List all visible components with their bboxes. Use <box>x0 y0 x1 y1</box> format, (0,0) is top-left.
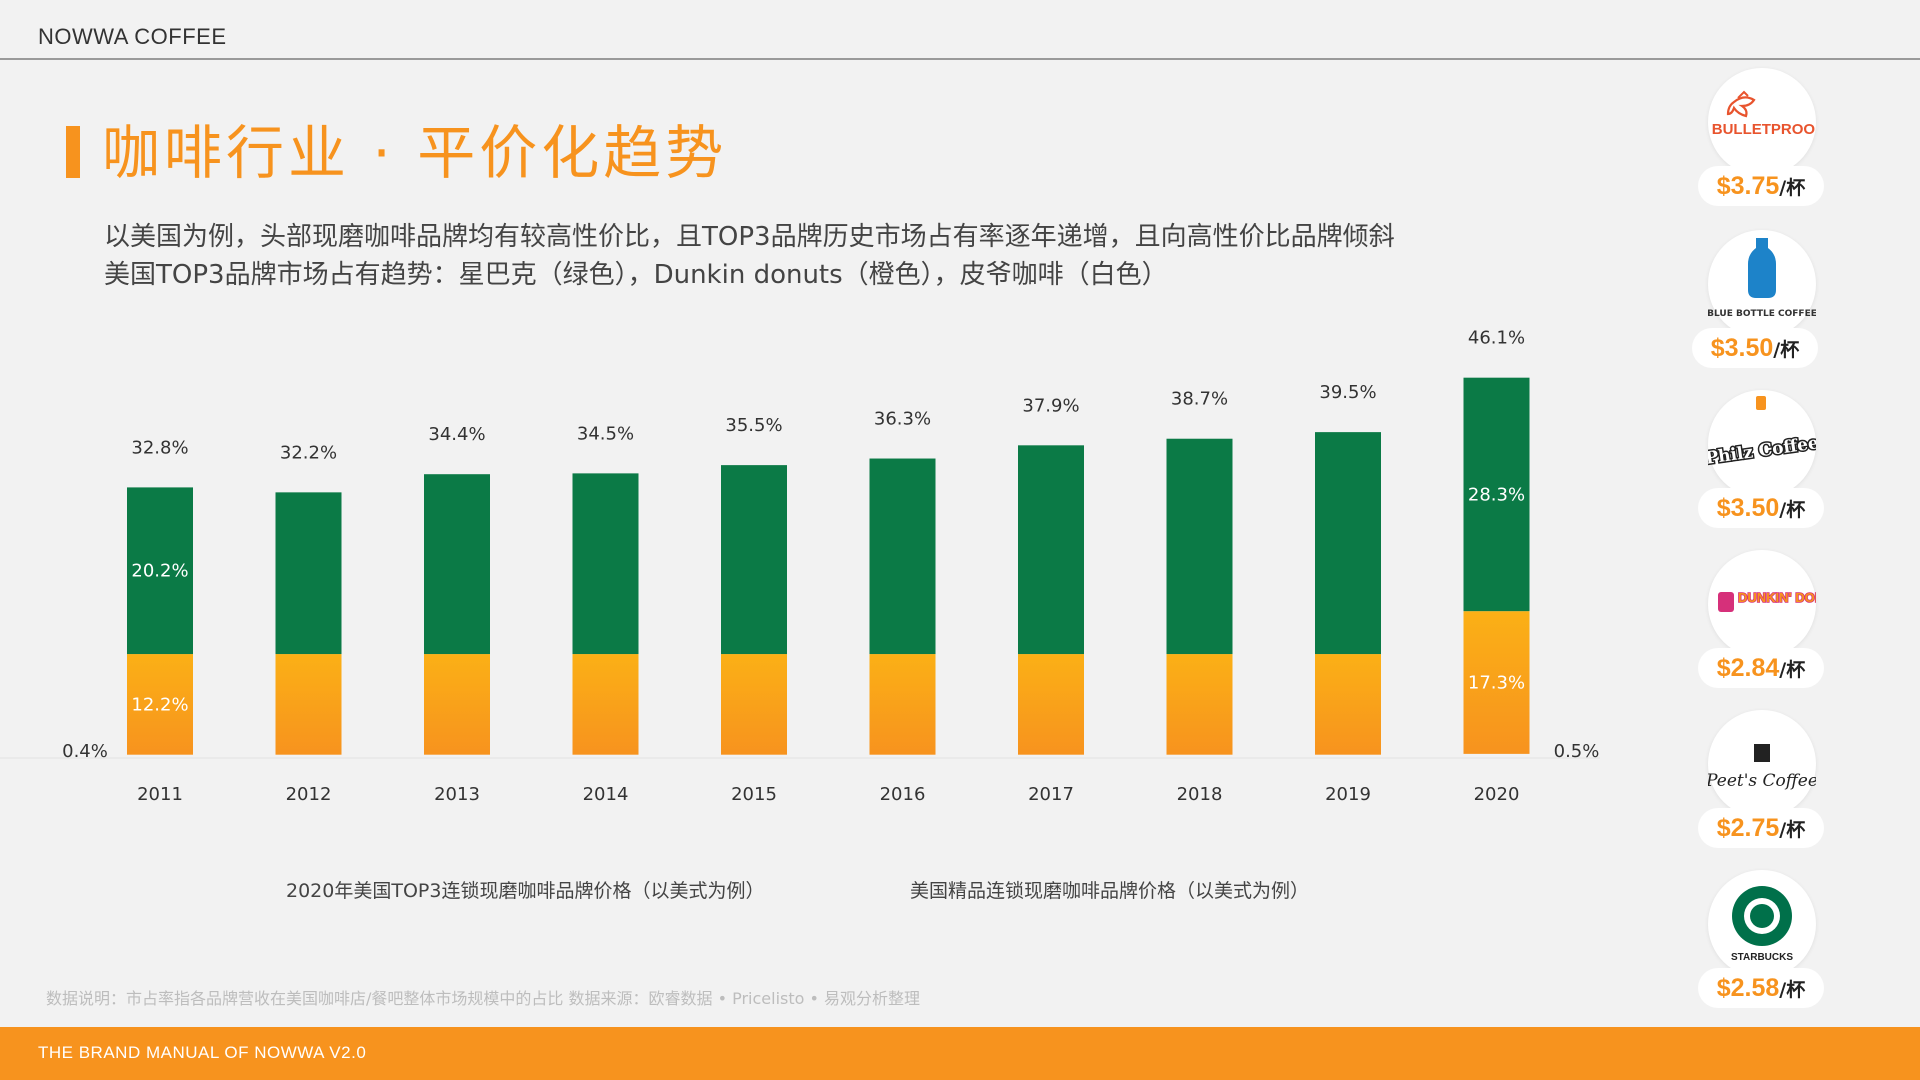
price-unit: /杯 <box>1779 819 1806 841</box>
category-label: 2014 <box>583 784 629 805</box>
bar-segment-label: 17.3% <box>1468 673 1525 694</box>
price-value: $3.75 <box>1716 172 1780 200</box>
blue-bottle-wordmark: BLUE BOTTLE COFFEE <box>1708 309 1816 319</box>
bar-segment-starbucks <box>572 473 639 655</box>
brand-card-bulletproof: BULLETPROOF $3.75/杯 <box>1690 68 1832 218</box>
price-value: $2.75 <box>1716 814 1780 842</box>
category-label: 2012 <box>286 784 332 805</box>
bar-segment-starbucks <box>424 474 490 655</box>
bar-total-label: 34.5% <box>577 423 634 444</box>
bar-segment-starbucks <box>1315 432 1381 655</box>
price-pill-peets: $2.75/杯 <box>1698 808 1824 848</box>
category-label: 2011 <box>137 784 183 805</box>
brand-card-starbucks: STARBUCKS $2.58/杯 <box>1690 870 1832 1020</box>
bar-segment-dunkin <box>127 654 193 755</box>
price-value: $2.84 <box>1716 654 1780 682</box>
bar-segment-label: 20.2% <box>131 561 188 582</box>
bar-segment-dunkin <box>572 654 639 755</box>
peets-logo-icon: Peet's Coffee <box>1708 710 1816 818</box>
bar-total-label: 37.9% <box>1022 395 1079 416</box>
page-title: 咖啡行业 · 平价化趋势 <box>102 119 728 187</box>
starbucks-wordmark: STARBUCKS <box>1731 952 1793 963</box>
bar-segment-dunkin <box>721 654 787 755</box>
brand-card-peets: Peet's Coffee $2.75/杯 <box>1690 710 1832 860</box>
caption-specialty-prices: 美国精品连锁现磨咖啡品牌价格（以美式为例） <box>910 880 1310 902</box>
price-unit: /杯 <box>1779 659 1806 681</box>
bar-segment-dunkin <box>1315 654 1381 755</box>
dunkin-logo-icon: DUNKIN' DONUTS <box>1708 550 1816 658</box>
price-pill-dunkin: $2.84/杯 <box>1698 648 1824 688</box>
bar-total-label: 36.3% <box>874 409 931 430</box>
bar-total-label: 38.7% <box>1171 389 1228 410</box>
price-pill-starbucks: $2.58/杯 <box>1698 968 1824 1008</box>
bar-segment-dunkin <box>1166 654 1233 755</box>
bar-segment-starbucks <box>1166 438 1233 655</box>
bar-segment-starbucks <box>127 487 193 655</box>
bar-segment-label: 28.3% <box>1468 484 1525 505</box>
bulletproof-logo-icon: BULLETPROOF <box>1708 68 1816 176</box>
bar-segment-dunkin <box>869 654 936 755</box>
bar-segment-starbucks <box>721 465 787 655</box>
dunkin-wordmark: DUNKIN' DONUTS <box>1738 590 1816 605</box>
bar-segment-dunkin <box>275 654 342 755</box>
blue-bottle-logo-icon: BLUE BOTTLE COFFEE <box>1708 230 1816 338</box>
category-label: 2016 <box>880 784 926 805</box>
subtitle-line-2: 美国TOP3品牌市场占有趋势：星巴克（绿色），Dunkin donuts（橙色）… <box>104 260 1168 290</box>
price-unit: /杯 <box>1779 499 1806 521</box>
category-label: 2019 <box>1325 784 1371 805</box>
bar-segment-dunkin <box>424 654 490 755</box>
bar-total-label: 39.5% <box>1319 382 1376 403</box>
bar-total-label: 35.5% <box>725 415 782 436</box>
peets-share-label: 0.4% <box>62 741 108 762</box>
data-source-note: 数据说明：市占率指各品牌营收在美国咖啡店/餐吧整体市场规模中的占比 数据来源：欧… <box>46 989 921 1008</box>
price-unit: /杯 <box>1773 339 1800 361</box>
peets-share-label: 0.5% <box>1554 741 1600 762</box>
market-share-bar-chart: 12.2% 20.2% 32.8% 2011 32.2% 2012 34.4% 2013 34.… <box>0 328 1600 805</box>
category-label: 2018 <box>1177 784 1223 805</box>
price-value: $3.50 <box>1716 494 1780 522</box>
price-value: $3.50 <box>1710 334 1774 362</box>
bar-segment-dunkin <box>1463 611 1530 754</box>
category-label: 2013 <box>434 784 480 805</box>
header-divider <box>0 58 1920 60</box>
caption-top3-prices: 2020年美国TOP3连锁现磨咖啡品牌价格（以美式为例） <box>286 880 765 902</box>
brand-card-dunkin: DUNKIN' DONUTS $2.84/杯 <box>1690 550 1832 700</box>
bar-total-label: 46.1% <box>1468 328 1525 349</box>
subtitle-line-1: 以美国为例，头部现磨咖啡品牌均有较高性价比，且TOP3品牌历史市场占有率逐年递增… <box>104 222 1395 252</box>
bar-total-label: 32.8% <box>131 437 188 458</box>
philz-wordmark: Philz Coffee <box>1708 433 1816 469</box>
price-pill-philz: $3.50/杯 <box>1698 488 1824 528</box>
footer-text: THE BRAND MANUAL OF NOWWA V2.0 <box>38 1043 367 1062</box>
title-accent-bar <box>66 126 80 178</box>
price-pill-blue-bottle: $3.50/杯 <box>1692 328 1818 368</box>
starbucks-logo-icon: STARBUCKS <box>1708 870 1816 978</box>
peets-wordmark: Peet's Coffee <box>1708 771 1816 791</box>
brand-name: NOWWA COFFEE <box>38 24 227 49</box>
price-pill-bulletproof: $3.75/杯 <box>1698 166 1824 206</box>
category-label: 2015 <box>731 784 777 805</box>
brand-card-blue-bottle: BLUE BOTTLE COFFEE $3.50/杯 <box>1690 230 1832 380</box>
price-unit: /杯 <box>1779 177 1806 199</box>
bar-total-label: 34.4% <box>428 424 485 445</box>
price-value: $2.58 <box>1716 974 1780 1002</box>
bulletproof-wordmark: BULLETPROOF <box>1712 121 1816 138</box>
bar-segment-dunkin <box>1018 654 1084 755</box>
bar-segment-starbucks <box>1463 377 1530 612</box>
bar-segment-label: 12.2% <box>131 694 188 715</box>
category-label: 2017 <box>1028 784 1074 805</box>
bar-total-label: 32.2% <box>280 442 337 463</box>
bar-segment-starbucks <box>1018 445 1084 655</box>
brand-card-philz: Philz Coffee $3.50/杯 <box>1690 390 1832 540</box>
philz-logo-icon: Philz Coffee <box>1708 390 1816 498</box>
price-unit: /杯 <box>1779 979 1806 1001</box>
category-label: 2020 <box>1474 784 1520 805</box>
footer-bar: THE BRAND MANUAL OF NOWWA V2.0 <box>0 1027 1920 1080</box>
bar-segment-starbucks <box>869 458 936 655</box>
bar-segment-starbucks <box>275 492 342 655</box>
